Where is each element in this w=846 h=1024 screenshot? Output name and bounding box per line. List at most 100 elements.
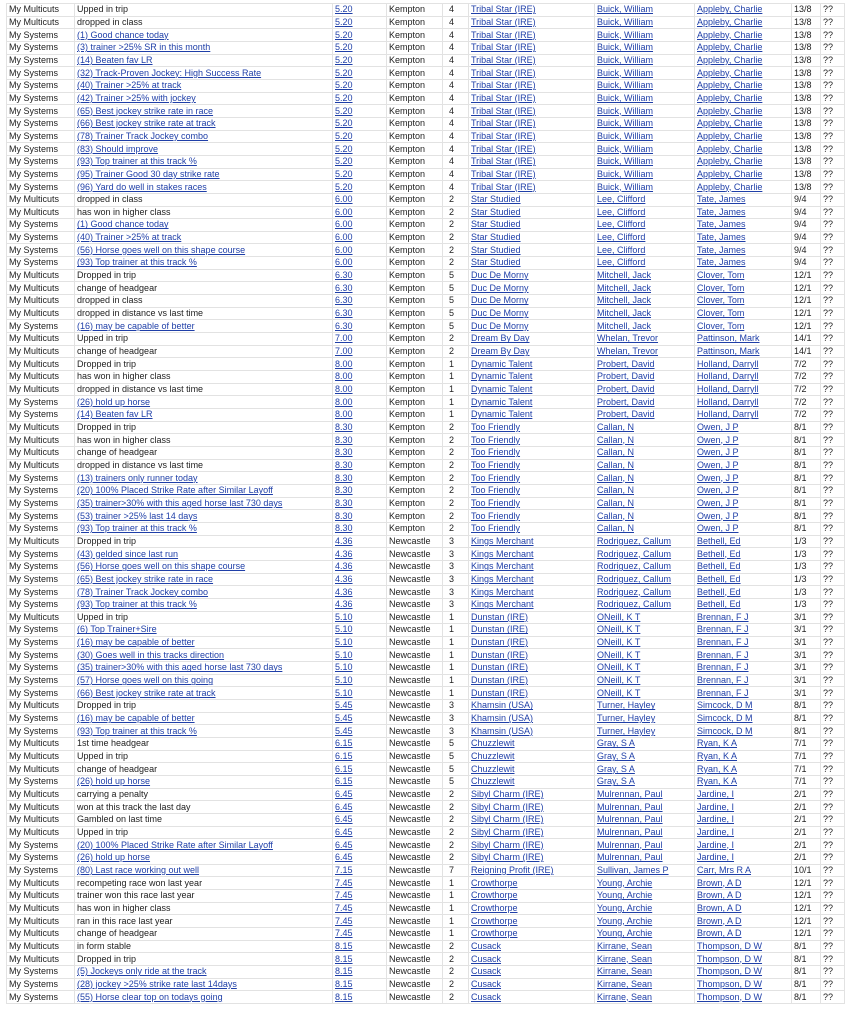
jockey[interactable]: Mulrennan, Paul: [594, 800, 695, 814]
jockey[interactable]: Mitchell, Jack: [594, 306, 695, 321]
horse[interactable]: Dynamic Talent: [468, 357, 595, 372]
horse[interactable]: Star Studied: [468, 192, 595, 207]
horse[interactable]: Sibyl Charm (IRE): [468, 825, 595, 840]
rule[interactable]: (65) Best jockey strike rate in race: [74, 572, 333, 587]
trainer[interactable]: Appleby, Charlie: [694, 28, 792, 42]
trainer[interactable]: Appleby, Charlie: [694, 66, 792, 80]
race-time[interactable]: 6.45: [332, 850, 387, 865]
horse[interactable]: Crowthorpe: [468, 876, 595, 890]
horse[interactable]: Tribal Star (IRE): [468, 142, 595, 156]
race-time[interactable]: 8.00: [332, 357, 387, 372]
trainer[interactable]: Brennan, F J: [694, 673, 792, 688]
rule[interactable]: (28) jockey >25% strike rate last 14days: [74, 977, 333, 992]
rule[interactable]: (30) Goes well in this tracks direction: [74, 648, 333, 663]
race-time[interactable]: 6.45: [332, 787, 387, 802]
race-time[interactable]: 5.20: [332, 15, 387, 30]
race-time[interactable]: 8.00: [332, 370, 387, 384]
race-time[interactable]: 5.10: [332, 623, 387, 637]
horse[interactable]: Reigning Profit (IRE): [468, 863, 595, 878]
trainer[interactable]: Tate, James: [694, 243, 792, 258]
jockey[interactable]: Young, Archie: [594, 876, 695, 890]
horse[interactable]: Star Studied: [468, 218, 595, 232]
race-time[interactable]: 6.00: [332, 256, 387, 270]
jockey[interactable]: Probert, David: [594, 395, 695, 409]
jockey[interactable]: Young, Archie: [594, 901, 695, 916]
race-time[interactable]: 5.20: [332, 40, 387, 55]
race-time[interactable]: 8.30: [332, 458, 387, 473]
trainer[interactable]: Brennan, F J: [694, 623, 792, 637]
rule[interactable]: (40) Trainer >25% at track: [74, 230, 333, 245]
trainer[interactable]: Pattinson, Mark: [694, 332, 792, 346]
jockey[interactable]: Rodriguez, Callum: [594, 559, 695, 574]
horse[interactable]: Dynamic Talent: [468, 408, 595, 422]
jockey[interactable]: Probert, David: [594, 408, 695, 422]
race-time[interactable]: 6.15: [332, 737, 387, 751]
horse[interactable]: Duc De Morny: [468, 306, 595, 321]
jockey[interactable]: Young, Archie: [594, 914, 695, 928]
race-time[interactable]: 7.45: [332, 888, 387, 903]
horse[interactable]: Tribal Star (IRE): [468, 3, 595, 17]
race-time[interactable]: 6.45: [332, 813, 387, 827]
rule[interactable]: (56) Horse goes well on this shape cours…: [74, 559, 333, 574]
horse[interactable]: Cusack: [468, 939, 595, 954]
horse[interactable]: Too Friendly: [468, 509, 595, 523]
jockey[interactable]: Mulrennan, Paul: [594, 813, 695, 827]
jockey[interactable]: Young, Archie: [594, 926, 695, 941]
jockey[interactable]: Buick, William: [594, 28, 695, 42]
jockey[interactable]: Turner, Hayley: [594, 711, 695, 726]
trainer[interactable]: Appleby, Charlie: [694, 15, 792, 30]
jockey[interactable]: Callan, N: [594, 458, 695, 473]
horse[interactable]: Tribal Star (IRE): [468, 53, 595, 68]
race-time[interactable]: 6.00: [332, 243, 387, 258]
trainer[interactable]: Brown, A D: [694, 901, 792, 916]
trainer[interactable]: Thompson, D W: [694, 939, 792, 954]
trainer[interactable]: Jardine, I: [694, 787, 792, 802]
race-time[interactable]: 6.30: [332, 268, 387, 283]
trainer[interactable]: Holland, Darryll: [694, 382, 792, 397]
jockey[interactable]: Lee, Clifford: [594, 218, 695, 232]
race-time[interactable]: 6.45: [332, 825, 387, 840]
jockey[interactable]: Gray, S A: [594, 749, 695, 764]
jockey[interactable]: Probert, David: [594, 382, 695, 397]
rule[interactable]: (42) Trainer >25% with jockey: [74, 91, 333, 106]
race-time[interactable]: 5.45: [332, 724, 387, 739]
race-time[interactable]: 7.45: [332, 926, 387, 941]
jockey[interactable]: Mitchell, Jack: [594, 319, 695, 334]
horse[interactable]: Chuzzlewit: [468, 762, 595, 777]
trainer[interactable]: Jardine, I: [694, 825, 792, 840]
race-time[interactable]: 4.36: [332, 547, 387, 561]
rule[interactable]: (43) gelded since last run: [74, 547, 333, 561]
jockey[interactable]: Kirrane, Sean: [594, 977, 695, 992]
race-time[interactable]: 5.10: [332, 673, 387, 688]
race-time[interactable]: 6.00: [332, 230, 387, 245]
jockey[interactable]: ONeill, K T: [594, 610, 695, 625]
race-time[interactable]: 5.20: [332, 154, 387, 169]
race-time[interactable]: 8.30: [332, 496, 387, 511]
trainer[interactable]: Thompson, D W: [694, 990, 792, 1004]
trainer[interactable]: Brown, A D: [694, 914, 792, 928]
race-time[interactable]: 8.30: [332, 483, 387, 498]
horse[interactable]: Too Friendly: [468, 420, 595, 435]
rule[interactable]: (56) Horse goes well on this shape cours…: [74, 243, 333, 258]
horse[interactable]: Dynamic Talent: [468, 395, 595, 409]
rule[interactable]: (95) Trainer Good 30 day strike rate: [74, 167, 333, 182]
race-time[interactable]: 6.15: [332, 775, 387, 789]
jockey[interactable]: Buick, William: [594, 167, 695, 182]
trainer[interactable]: Appleby, Charlie: [694, 154, 792, 169]
trainer[interactable]: Bethell, Ed: [694, 572, 792, 587]
jockey[interactable]: Buick, William: [594, 66, 695, 80]
horse[interactable]: Dunstan (IRE): [468, 610, 595, 625]
horse[interactable]: Tribal Star (IRE): [468, 78, 595, 93]
horse[interactable]: Kings Merchant: [468, 585, 595, 599]
trainer[interactable]: Holland, Darryll: [694, 408, 792, 422]
horse[interactable]: Crowthorpe: [468, 914, 595, 928]
jockey[interactable]: Mulrennan, Paul: [594, 838, 695, 852]
race-time[interactable]: 5.20: [332, 53, 387, 68]
rule[interactable]: (3) trainer >25% SR in this month: [74, 40, 333, 55]
race-time[interactable]: 8.15: [332, 977, 387, 992]
horse[interactable]: Sibyl Charm (IRE): [468, 787, 595, 802]
race-time[interactable]: 6.30: [332, 294, 387, 308]
horse[interactable]: Dunstan (IRE): [468, 661, 595, 675]
trainer[interactable]: Appleby, Charlie: [694, 78, 792, 93]
horse[interactable]: Chuzzlewit: [468, 749, 595, 764]
